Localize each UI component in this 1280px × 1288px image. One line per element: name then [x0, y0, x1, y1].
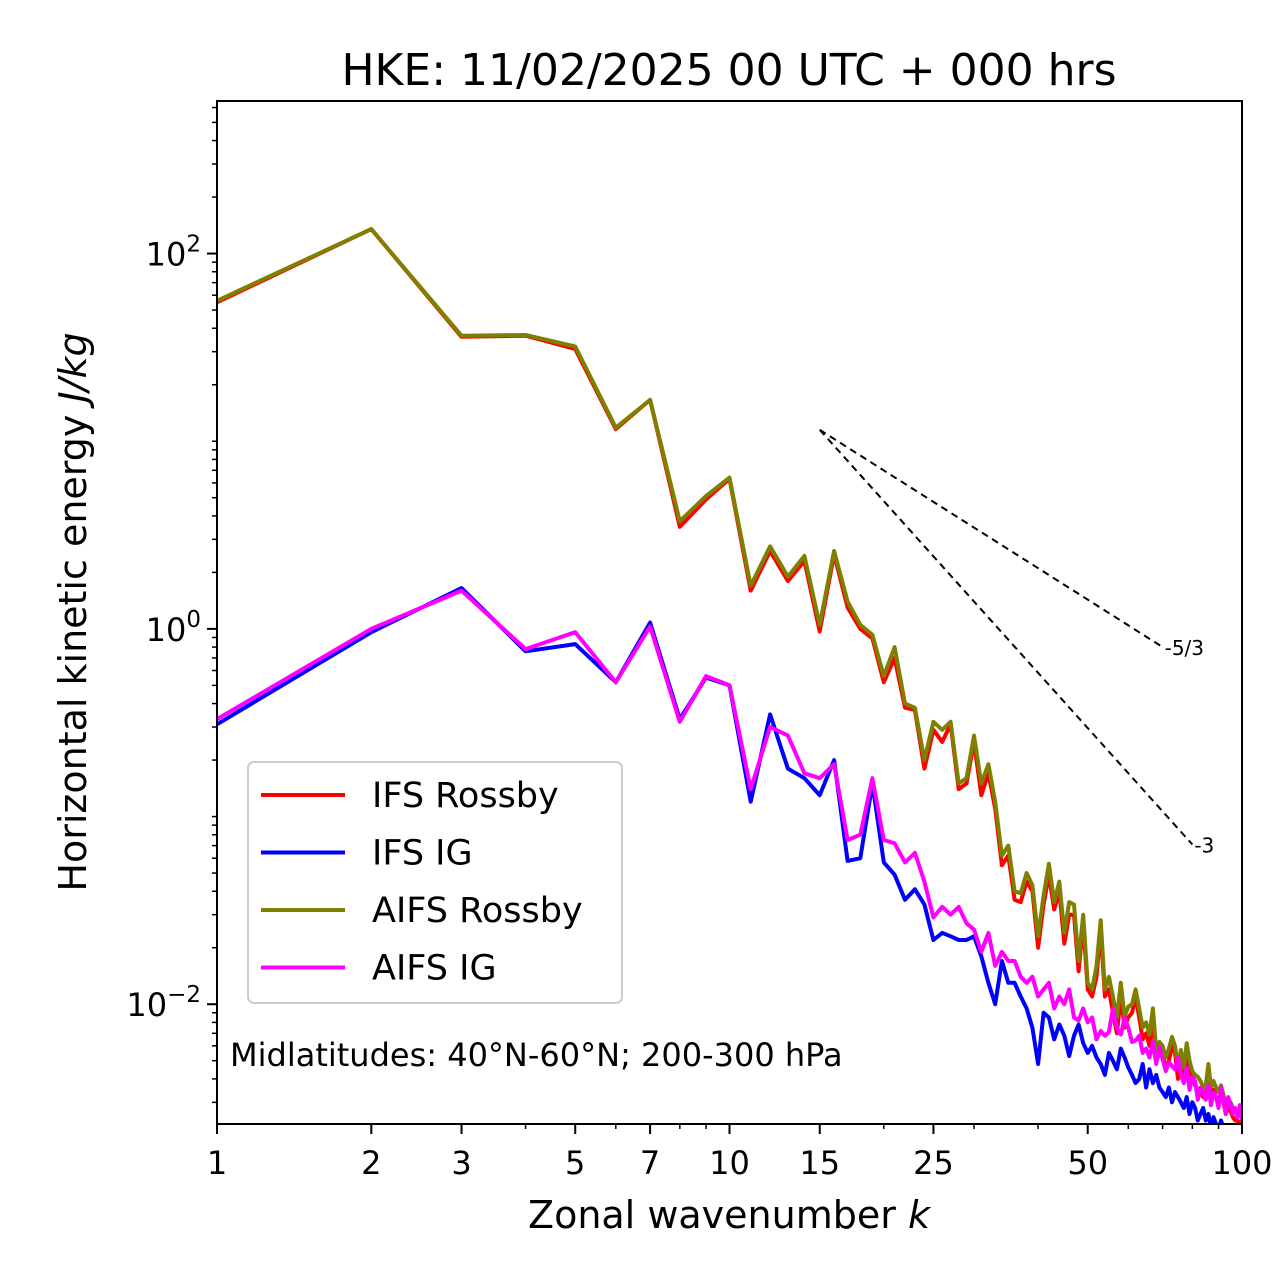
reference-slope-lines: -5/3 -3 — [819, 428, 1214, 857]
x-tick-label: 2 — [361, 1144, 381, 1182]
y-axis-label-text: Horizontal kinetic energy — [51, 415, 95, 892]
x-tick-label: 10 — [709, 1144, 750, 1182]
x-tick-label: 7 — [640, 1144, 660, 1182]
slope-53-label: -5/3 — [1165, 636, 1204, 660]
legend-label-aifs-rossby: AIFS Rossby — [372, 891, 583, 931]
y-axis-label: Horizontal kinetic energy J/kg — [51, 332, 95, 891]
x-tick-label: 50 — [1067, 1144, 1108, 1182]
x-tick-label: 15 — [799, 1144, 840, 1182]
x-tick-label: 1 — [207, 1144, 227, 1182]
data-series — [217, 227, 1242, 1124]
series-line-aifs-rossby — [217, 227, 1242, 1116]
x-tick-label: 100 — [1211, 1144, 1272, 1182]
x-axis-label: Zonal wavenumber k — [528, 1193, 932, 1237]
series-line-aifs-ig — [217, 588, 1242, 1121]
legend: IFS Rossby IFS IG AIFS Rossby AIFS IG — [247, 761, 623, 1004]
x-tick-label: 5 — [565, 1144, 585, 1182]
legend-label-ifs-rossby: IFS Rossby — [372, 776, 559, 816]
slope-3-label: -3 — [1194, 833, 1214, 857]
x-axis-label-text: Zonal wavenumber — [528, 1193, 896, 1237]
x-tick-label: 3 — [451, 1144, 471, 1182]
y-tick-label: 102 — [146, 232, 201, 274]
y-tick-label: 10−2 — [126, 982, 201, 1024]
legend-box — [247, 761, 623, 1004]
chart-title: HKE: 11/02/2025 00 UTC + 000 hrs — [341, 45, 1116, 96]
slope-3-line — [819, 429, 1194, 846]
x-axis: 1 2 3 5 7 10 15 25 50 100 — [207, 1124, 1273, 1182]
slope-53-line — [819, 428, 1164, 648]
series-line-ifs-ig — [217, 586, 1225, 1124]
y-axis: 102 100 10−2 — [126, 106, 217, 1104]
legend-label-ifs-ig: IFS IG — [372, 834, 473, 874]
x-axis-label-var: k — [908, 1193, 932, 1237]
y-tick-label: 100 — [146, 607, 201, 649]
y-axis-label-unit: J/kg — [51, 332, 95, 409]
series-line-ifs-rossby — [217, 227, 1242, 1124]
x-tick-label: 25 — [913, 1144, 954, 1182]
region-annotation: Midlatitudes: 40°N-60°N; 200-300 hPa — [230, 1036, 843, 1074]
legend-label-aifs-ig: AIFS IG — [372, 949, 497, 989]
